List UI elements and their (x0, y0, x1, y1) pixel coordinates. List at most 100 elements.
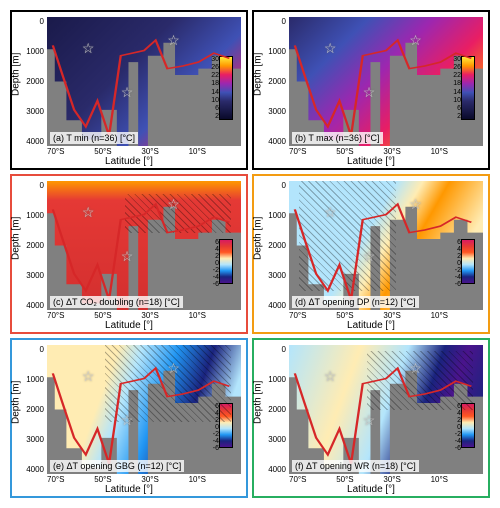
y-tick: 3000 (22, 271, 44, 280)
colorbar-ticks: 6420-2-4-6 (455, 403, 461, 448)
star-marker: ☆ (324, 204, 337, 221)
colorbar (461, 403, 475, 448)
plot-area: ☆☆☆6420-2-4-6 (47, 345, 241, 474)
colorbar-tick: -2 (455, 267, 461, 274)
y-tick: 0 (264, 345, 286, 354)
colorbar-ticks: 30262218141062 (453, 56, 461, 121)
y-tick: 0 (22, 181, 44, 190)
x-ticks: 70°S50°S30°S10°S (289, 147, 448, 156)
x-tick: 30°S (383, 147, 400, 156)
x-ticks: 70°S50°S30°S10°S (289, 311, 448, 320)
colorbar-tick: -2 (213, 267, 219, 274)
caption-c: (c) ΔT CO₂ doubling (n=18) [°C] (50, 296, 183, 308)
colorbar-ticks: 6420-2-4-6 (213, 239, 219, 284)
colorbar-ticks: 30262218141062 (211, 56, 219, 121)
caption-d: (d) ΔT opening DP (n=12) [°C] (292, 296, 419, 308)
x-tick: 30°S (141, 311, 158, 320)
x-tick: 10°S (431, 311, 448, 320)
y-tick: 4000 (22, 465, 44, 474)
x-tick: 70°S (289, 475, 306, 484)
colorbar-tick: 22 (453, 72, 461, 79)
y-tick: 3000 (22, 107, 44, 116)
panel-f: Depth [m]01000200030004000 ☆☆☆6420-2-4-6… (252, 338, 490, 498)
x-tick: 10°S (189, 475, 206, 484)
figure-grid: Depth [m]01000200030004000 ☆☆☆3026221814… (10, 10, 490, 498)
colorbar-tick: -6 (213, 281, 219, 288)
x-tick: 70°S (47, 311, 64, 320)
colorbar-tick: 2 (455, 253, 461, 260)
hatching (299, 181, 396, 291)
y-tick: 3000 (22, 435, 44, 444)
colorbar (461, 239, 475, 284)
y-tick: 0 (22, 17, 44, 26)
y-tick: 0 (264, 17, 286, 26)
y-tick: 4000 (22, 137, 44, 146)
caption-f: (f) ΔT opening WR (n=18) [°C] (292, 460, 419, 472)
star-marker: ☆ (363, 84, 376, 101)
plot-area: ☆☆☆6420-2-4-6 (47, 181, 241, 310)
plot-area: ☆☆☆6420-2-4-6 (289, 345, 483, 474)
y-axis-label: Depth [m] (253, 412, 264, 424)
colorbar-tick: -4 (213, 274, 219, 281)
colorbar (219, 56, 233, 121)
colorbar-tick: 30 (453, 56, 461, 63)
colorbar-tick: -4 (455, 274, 461, 281)
star-marker: ☆ (82, 204, 95, 221)
panel-c: Depth [m]01000200030004000 ☆☆☆6420-2-4-6… (10, 174, 248, 334)
panel-e: Depth [m]01000200030004000 ☆☆☆6420-2-4-6… (10, 338, 248, 498)
y-tick: 3000 (264, 271, 286, 280)
y-axis-label: Depth [m] (253, 248, 264, 260)
colorbar-tick: 4 (213, 246, 219, 253)
colorbar-tick: 6 (213, 403, 219, 410)
x-tick: 70°S (47, 147, 64, 156)
x-tick: 10°S (189, 311, 206, 320)
colorbar-tick: 6 (455, 239, 461, 246)
panel-b: Depth [m]01000200030004000 ☆☆☆3026221814… (252, 10, 490, 170)
x-axis-label: Latitude [°] (105, 320, 153, 331)
y-tick: 2000 (264, 405, 286, 414)
colorbar-tick: 22 (211, 72, 219, 79)
star-marker: ☆ (82, 40, 95, 57)
y-tick: 4000 (264, 137, 286, 146)
y-tick: 1000 (22, 211, 44, 220)
x-tick: 70°S (47, 475, 64, 484)
colorbar-tick: 10 (211, 97, 219, 104)
caption-e: (e) ΔT opening GBG (n=12) [°C] (50, 460, 184, 472)
colorbar-tick: 0 (213, 424, 219, 431)
colorbar-tick: -4 (455, 438, 461, 445)
y-tick: 1000 (264, 375, 286, 384)
star-marker: ☆ (121, 412, 134, 429)
colorbar-tick: -2 (455, 431, 461, 438)
x-ticks: 70°S50°S30°S10°S (289, 475, 448, 484)
y-axis-label: Depth [m] (11, 248, 22, 260)
x-tick: 50°S (336, 311, 353, 320)
colorbar-ticks: 6420-2-4-6 (213, 403, 219, 448)
y-ticks: 01000200030004000 (264, 17, 286, 146)
y-tick: 3000 (264, 435, 286, 444)
plot-area: ☆☆☆6420-2-4-6 (289, 181, 483, 310)
y-tick: 4000 (264, 465, 286, 474)
star-marker: ☆ (167, 360, 180, 377)
colorbar (219, 239, 233, 284)
x-tick: 50°S (336, 475, 353, 484)
x-tick: 50°S (336, 147, 353, 156)
y-axis-label: Depth [m] (11, 84, 22, 96)
x-ticks: 70°S50°S30°S10°S (47, 475, 206, 484)
colorbar-tick: 6 (455, 403, 461, 410)
y-axis-label: Depth [m] (253, 84, 264, 96)
y-ticks: 0 1000 2000 3000 4000 (264, 345, 286, 474)
colorbar-tick: -6 (455, 445, 461, 452)
y-tick: 1000 (22, 47, 44, 56)
y-tick: 0 (264, 181, 286, 190)
y-tick: 1000 (22, 375, 44, 384)
star-marker: ☆ (409, 32, 422, 49)
colorbar-tick: 0 (455, 260, 461, 267)
x-tick: 30°S (141, 147, 158, 156)
y-tick: 3000 (264, 107, 286, 116)
x-tick: 50°S (94, 147, 111, 156)
colorbar-tick: 4 (455, 410, 461, 417)
colorbar-tick: -6 (213, 445, 219, 452)
x-axis-label: Latitude [°] (105, 484, 153, 495)
star-marker: ☆ (167, 32, 180, 49)
x-tick: 10°S (431, 475, 448, 484)
